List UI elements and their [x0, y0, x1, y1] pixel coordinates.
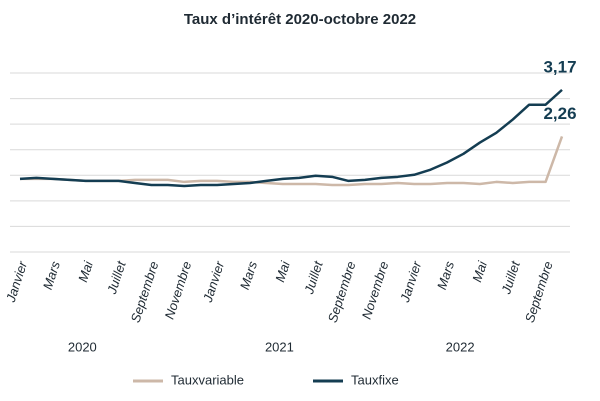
- x-tick-label: Janvier: [200, 259, 228, 305]
- x-tick-label: Juillet: [498, 258, 523, 297]
- x-tick-label: Septembre: [128, 259, 162, 324]
- x-tick-label: Novembre: [162, 259, 195, 321]
- x-tick-label: Septembre: [522, 259, 556, 324]
- year-label: 2021: [265, 339, 294, 354]
- x-tick-label: Juillet: [104, 258, 129, 297]
- legend-label: Tauxfixe: [351, 372, 399, 387]
- year-label: 2022: [446, 339, 475, 354]
- x-tick-label: Mars: [434, 259, 457, 292]
- x-tick-label: Novembre: [359, 259, 392, 321]
- x-tick-label: Septembre: [325, 259, 359, 324]
- x-tick-label: Janvier: [397, 259, 425, 305]
- x-tick-label: Mai: [272, 258, 293, 284]
- chart-title: Taux d’intérêt 2020-octobre 2022: [184, 11, 416, 28]
- data-label: 3,17: [543, 57, 576, 76]
- data-label: 2,26: [543, 104, 576, 123]
- x-tick-label: Mai: [75, 258, 96, 284]
- x-tick-label: Mars: [40, 259, 63, 292]
- line: [19, 88, 563, 188]
- x-tick-label: Mai: [469, 258, 490, 284]
- legend-label: Tauxvariable: [171, 372, 244, 387]
- x-tick-label: Janvier: [3, 259, 31, 305]
- x-tick-label: Mars: [237, 259, 260, 292]
- year-label: 2020: [68, 339, 97, 354]
- x-tick-label: Juillet: [301, 258, 326, 297]
